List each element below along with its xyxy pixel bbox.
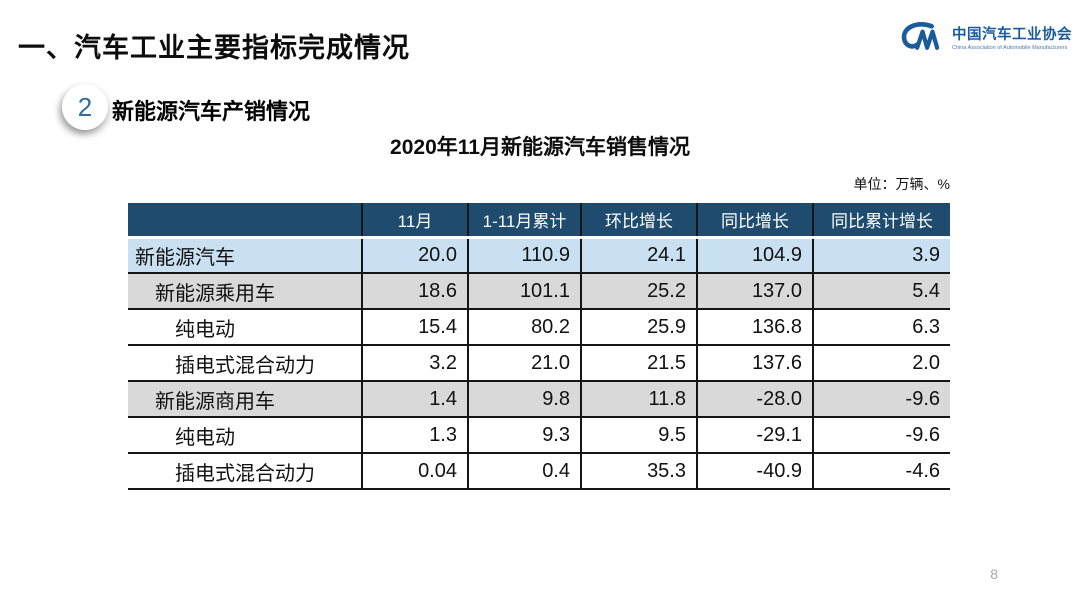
row-label: 新能源汽车 [128, 237, 362, 273]
row-label: 纯电动 [128, 416, 362, 453]
cell-value: 1.4 [361, 380, 468, 417]
nev-sales-table: 11月 1-11月累计 环比增长 同比增长 同比累计增长 新能源汽车 20.0 … [128, 203, 950, 490]
cell-value: 15.4 [361, 308, 468, 345]
cell-value: -28.0 [696, 380, 813, 417]
cell-value: 20.0 [361, 237, 468, 273]
logo-name-cn: 中国汽车工业协会 [952, 27, 1072, 43]
cell-value: 21.0 [467, 344, 581, 381]
table-header-row: 11月 1-11月累计 环比增长 同比增长 同比累计增长 [128, 203, 950, 239]
table-row: 插电式混合动力 0.04 0.4 35.3 -40.9 -4.6 [128, 452, 950, 490]
row-label: 纯电动 [128, 308, 362, 345]
cell-value: 11.8 [580, 380, 697, 417]
cell-value: 110.9 [467, 237, 581, 273]
cell-value: -9.6 [812, 416, 950, 453]
col-header-cumulative: 1-11月累计 [467, 203, 581, 239]
row-label: 新能源乘用车 [128, 272, 362, 309]
cell-value: 3.9 [812, 237, 950, 273]
cell-value: 136.8 [696, 308, 813, 345]
cell-value: 0.04 [361, 452, 468, 490]
cell-value: 24.1 [580, 237, 697, 273]
cell-value: 5.4 [812, 272, 950, 309]
cell-value: -9.6 [812, 380, 950, 417]
cell-value: 104.9 [696, 237, 813, 273]
cell-value: 25.9 [580, 308, 697, 345]
logo-text-block: 中国汽车工业协会 China Association of Automobile… [952, 23, 1072, 51]
row-label: 插电式混合动力 [128, 344, 362, 381]
cam-logo-icon [901, 22, 940, 50]
col-header-yoy-cumulative-growth: 同比累计增长 [812, 203, 950, 239]
logo-name-en: China Association of Automobile Manufact… [952, 45, 1068, 51]
page-number: 8 [990, 566, 998, 582]
org-logo: 中国汽车工业协会 China Association of Automobile… [898, 20, 1072, 54]
col-header-mom-growth: 环比增长 [580, 203, 697, 239]
col-header-yoy-growth: 同比增长 [696, 203, 813, 239]
table-row: 新能源商用车 1.4 9.8 11.8 -28.0 -9.6 [128, 380, 950, 417]
cell-value: -4.6 [812, 452, 950, 490]
cell-value: 6.3 [812, 308, 950, 345]
table-row: 插电式混合动力 3.2 21.0 21.5 137.6 2.0 [128, 344, 950, 381]
cell-value: 3.2 [361, 344, 468, 381]
cell-value: 9.8 [467, 380, 581, 417]
cell-value: 137.0 [696, 272, 813, 309]
cell-value: -29.1 [696, 416, 813, 453]
row-label: 插电式混合动力 [128, 452, 362, 490]
cell-value: 101.1 [467, 272, 581, 309]
cell-value: 80.2 [467, 308, 581, 345]
cell-value: 0.4 [467, 452, 581, 490]
cell-value: 137.6 [696, 344, 813, 381]
cell-value: -40.9 [696, 452, 813, 490]
cell-value: 18.6 [361, 272, 468, 309]
section-title: 新能源汽车产销情况 [112, 99, 311, 124]
section-number-badge: 2 [62, 84, 108, 130]
table-row: 新能源汽车 20.0 110.9 24.1 104.9 3.9 [128, 237, 950, 273]
cell-value: 21.5 [580, 344, 697, 381]
table-row: 纯电动 1.3 9.3 9.5 -29.1 -9.6 [128, 416, 950, 453]
cell-value: 25.2 [580, 272, 697, 309]
cell-value: 2.0 [812, 344, 950, 381]
cell-value: 9.5 [580, 416, 697, 453]
page-title: 一、汽车工业主要指标完成情况 [18, 33, 410, 63]
unit-note: 单位：万辆、% [853, 176, 950, 192]
table-row: 新能源乘用车 18.6 101.1 25.2 137.0 5.4 [128, 272, 950, 309]
row-label: 新能源商用车 [128, 380, 362, 417]
cell-value: 1.3 [361, 416, 468, 453]
cell-value: 35.3 [580, 452, 697, 490]
col-header-category [128, 203, 362, 239]
table-row: 纯电动 15.4 80.2 25.9 136.8 6.3 [128, 308, 950, 345]
table-title: 2020年11月新能源汽车销售情况 [390, 136, 690, 159]
col-header-month: 11月 [361, 203, 468, 239]
cell-value: 9.3 [467, 416, 581, 453]
